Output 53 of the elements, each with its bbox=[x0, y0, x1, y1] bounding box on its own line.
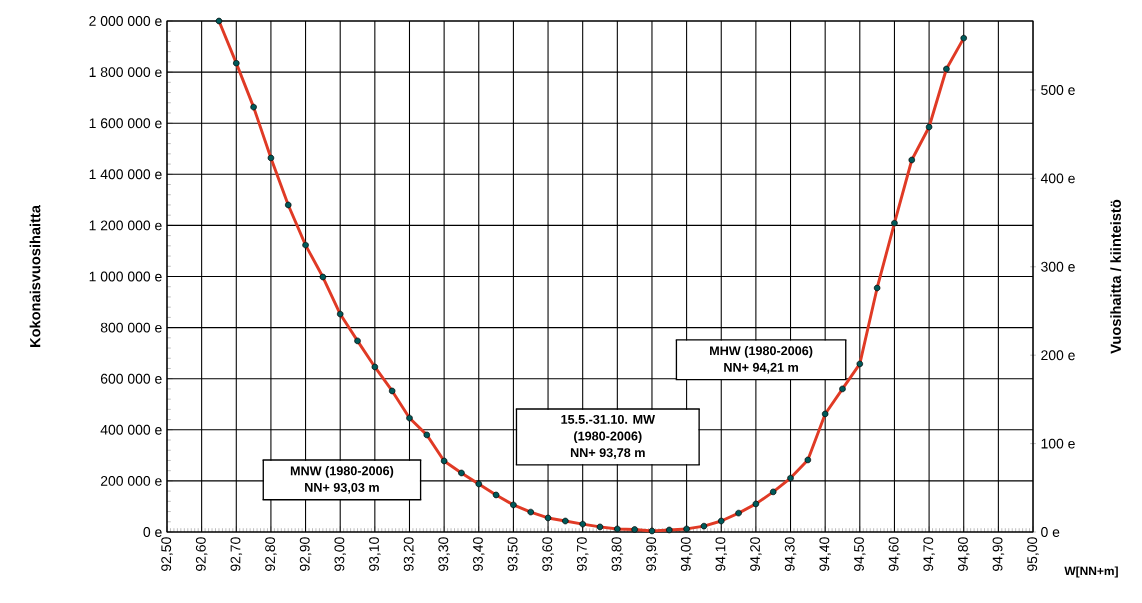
y2-tick-label: 0 e bbox=[1041, 527, 1060, 537]
x-tick-label: 94,60 bbox=[888, 537, 901, 571]
y-tick-label: 800 000 e bbox=[100, 322, 162, 333]
x-tick-label: 93,70 bbox=[576, 537, 589, 571]
y-tick-label: 1 200 000 e bbox=[89, 220, 162, 231]
y2-tick-label: 200 e bbox=[1041, 350, 1075, 361]
y2-tick-label: 100 e bbox=[1041, 438, 1075, 449]
x-tick-label: 94,70 bbox=[923, 537, 935, 571]
annotation: NN+ 94,21 m bbox=[724, 362, 798, 374]
annotation: MHW (1980-2006) bbox=[710, 345, 813, 358]
x-tick-label: 94,30 bbox=[784, 537, 797, 571]
y-tick-label: 1 600 000 e bbox=[89, 118, 162, 129]
x-axis-title: W[NN+m] bbox=[1064, 566, 1118, 578]
annotation: (1980-2006) bbox=[574, 431, 642, 444]
y-tick-label: 400 000 e bbox=[100, 424, 162, 435]
x-tick-label: 93,90 bbox=[646, 537, 658, 571]
x-tick-label: 94,40 bbox=[819, 537, 831, 571]
y-tick-label: 1 000 000 e bbox=[89, 271, 162, 282]
x-tick-label: 94,50 bbox=[854, 537, 866, 571]
x-tick-label: 93,10 bbox=[369, 537, 381, 571]
x-tick-label: 92,70 bbox=[230, 537, 243, 571]
x-tick-label: 93,80 bbox=[611, 537, 624, 571]
y-tick-label: 2 000 000 e bbox=[89, 16, 162, 26]
annotation: NN+ 93,78 m bbox=[570, 448, 645, 459]
y-axis-title: Kokonaisvuosihaitta bbox=[29, 204, 41, 347]
x-tick-label: 93,30 bbox=[438, 537, 450, 571]
x-tick-label: 95,00 bbox=[1027, 537, 1039, 571]
y-tick-label: 1 800 000 e bbox=[89, 67, 162, 78]
y2-tick-label: 300 e bbox=[1041, 261, 1075, 272]
x-tick-label: 92,90 bbox=[299, 537, 312, 571]
y-tick-label: 0 e bbox=[143, 527, 162, 537]
x-tick-label: 92,60 bbox=[195, 537, 208, 571]
x-tick-label: 94,80 bbox=[957, 537, 970, 571]
x-tick-label: 92,50 bbox=[161, 537, 173, 571]
x-tick-label: 94,10 bbox=[715, 537, 728, 571]
y-tick-label: 600 000 e bbox=[100, 373, 162, 384]
x-tick-label: 93,00 bbox=[334, 537, 346, 571]
x-tick-label: 93,50 bbox=[507, 537, 520, 571]
x-tick-label: 93,60 bbox=[542, 537, 554, 571]
y-tick-label: 1 400 000 e bbox=[89, 169, 162, 180]
y2-tick-label: 500 e bbox=[1041, 85, 1075, 95]
annotation: 15.5.-31.10. MW bbox=[561, 414, 655, 424]
x-tick-label: 92,80 bbox=[265, 537, 277, 571]
x-tick-label: 94,00 bbox=[680, 537, 693, 571]
annotation: MNW (1980-2006) bbox=[290, 466, 394, 478]
y-tick-label: 200 000 e bbox=[100, 475, 162, 486]
x-tick-label: 93,40 bbox=[473, 537, 485, 571]
x-tick-label: 94,20 bbox=[750, 537, 762, 571]
y2-tick-label: 400 e bbox=[1040, 173, 1075, 184]
annotation: NN+ 93,03 m bbox=[305, 482, 379, 494]
y2-axis-title: Vuosihaitta / kiinteistö bbox=[1110, 199, 1122, 354]
x-tick-label: 93,20 bbox=[403, 537, 416, 571]
x-tick-label: 94,90 bbox=[992, 537, 1005, 571]
